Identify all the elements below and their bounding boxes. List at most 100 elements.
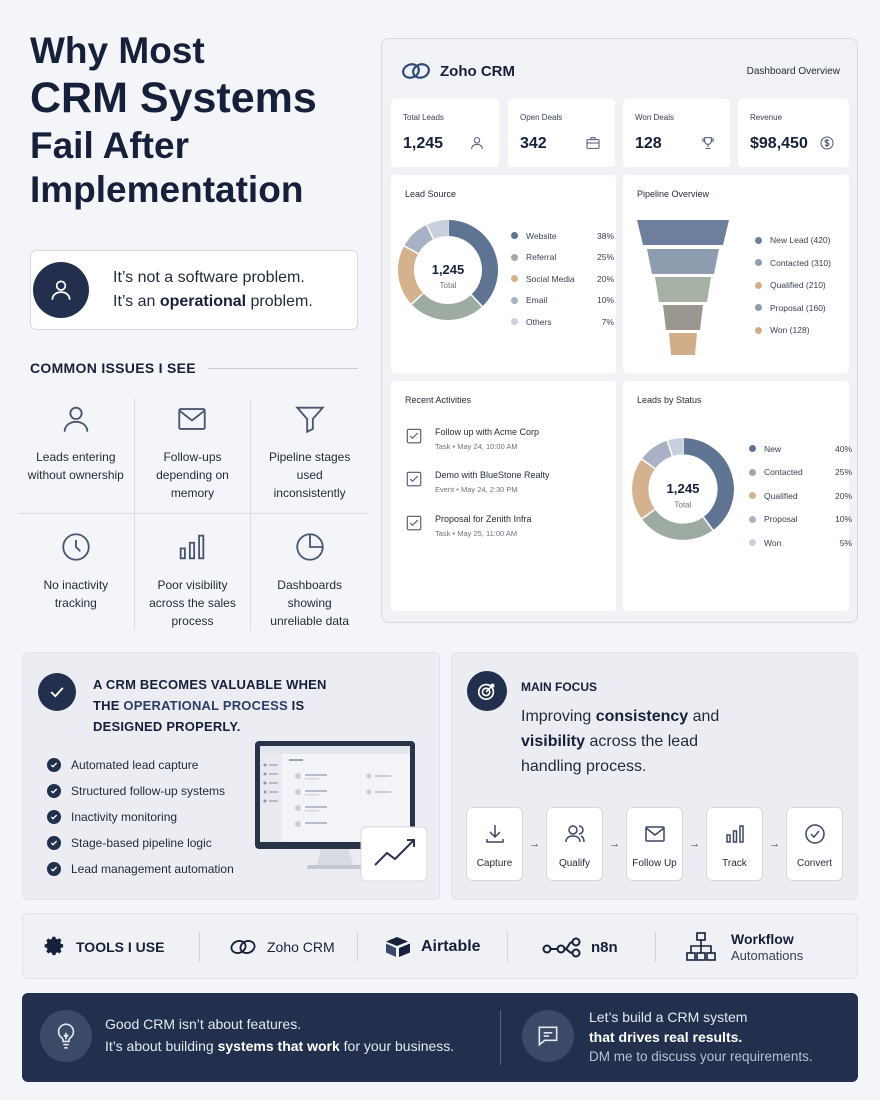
slice-separator [411, 292, 424, 305]
legend-item: Contacted 25% [749, 461, 852, 485]
panel-title: Leads by Status [637, 395, 702, 405]
chat-icon [522, 1010, 574, 1062]
donut-center-label: Total [440, 281, 457, 290]
donut-slice [682, 438, 734, 531]
user-icon [471, 137, 483, 150]
step-qualify: Qualify [546, 807, 603, 881]
donut-slice [641, 509, 713, 540]
mail-icon [644, 826, 665, 842]
panel-title: Recent Activities [405, 395, 472, 405]
donut-slice [447, 220, 498, 307]
issue-item: Follow-ups depending on memory [134, 398, 252, 514]
slice-separator [641, 508, 656, 520]
donut-slice [641, 440, 673, 470]
tools-bar: TOOLS I USE Zoho CRM Airtable n8n Workfl… [22, 913, 858, 979]
gear-icon [44, 936, 64, 956]
divider [199, 932, 200, 962]
tool-workflow-automations: Workflow Automations [685, 914, 803, 980]
issue-item: Pipeline stages used inconsistently [251, 398, 368, 514]
kpi-card: Won Deals 128 [623, 99, 730, 167]
divider [207, 367, 358, 369]
funnel-stage [647, 249, 719, 274]
legend-item: Contacted (310) [755, 252, 831, 275]
dashboard-subtitle: Dashboard Overview [746, 65, 840, 77]
dashboard-header: Zoho CRM Dashboard Overview [400, 57, 840, 85]
issue-item: Leads entering without ownership [18, 398, 135, 514]
slice-separator [426, 224, 435, 240]
check-icon [38, 673, 76, 711]
problem-statement: It’s not a software problem. It’s an ope… [30, 250, 358, 330]
tool-n8n: n8n [542, 914, 618, 980]
donut-center-value: 1,245 [666, 481, 699, 496]
funnel-stage [669, 333, 697, 355]
main-focus-section: MAIN FOCUS Improving consistency and vis… [451, 652, 858, 900]
issues-heading: COMMON ISSUES I SEE [30, 360, 358, 376]
focus-text: Improving consistency and visibility acr… [521, 708, 720, 775]
checklist-item: Automated lead capture [47, 752, 234, 778]
legend-item: Qualified 20% [749, 484, 852, 508]
check-icon [47, 810, 61, 824]
divider [507, 932, 508, 962]
legend-item: Referral 25% [511, 247, 614, 269]
footer-banner: Good CRM isn’t about features. It’s abou… [22, 993, 858, 1082]
donut-center-value: 1,245 [432, 262, 465, 277]
pipeline-panel: Pipeline Overview New Lead (420) Contact… [623, 175, 849, 373]
checklist-item: Stage-based pipeline logic [47, 830, 234, 856]
legend-item: Email 10% [511, 290, 614, 312]
slice-separator [702, 516, 714, 531]
workflow-icon [686, 932, 716, 961]
divider [357, 932, 358, 962]
donut-slice [411, 292, 483, 320]
issue-item: No inactivity tracking [18, 514, 135, 630]
brand-name: Zoho CRM [440, 62, 515, 80]
divider [655, 932, 656, 962]
check-circle-icon [804, 824, 825, 844]
activity-item[interactable]: Demo with BlueStone Realty Event • May 24… [405, 470, 550, 494]
page-title: Why Most CRM Systems Fail After Implemen… [30, 30, 370, 212]
monitor-illustration [255, 741, 428, 882]
lead-source-legend: Website 38% Referral 25% Social Media 20% E… [511, 225, 614, 333]
title-line-3: Fail After [30, 125, 189, 166]
bar-chart-icon [180, 534, 205, 560]
slice-separator [403, 245, 419, 255]
step-convert: Convert [786, 807, 843, 881]
donut-slice [404, 224, 434, 255]
legend-item: Others 7% [511, 311, 614, 333]
pipeline-legend: New Lead (420) Contacted (310) Qualified… [755, 229, 831, 342]
footer-message: Good CRM isn’t about features. It’s abou… [105, 1016, 455, 1054]
dollar-icon [820, 136, 834, 150]
airtable-logo-icon [386, 937, 410, 957]
brand: Zoho CRM [400, 61, 515, 81]
focus-label: MAIN FOCUS [521, 680, 597, 694]
legend-item: Proposal 10% [749, 508, 852, 532]
trophy-icon [702, 137, 714, 149]
arrow-icon: → [769, 838, 780, 850]
tools-heading: TOOLS I USE [43, 914, 164, 980]
valuable-heading: A CRM BECOMES VALUABLE WHEN THE OPERATIO… [93, 677, 327, 734]
checklist-item: Structured follow-up systems [47, 778, 234, 804]
leads-status-donut: 1,245 Total [632, 438, 734, 540]
process-steps: Capture → Qualify → Follow Up → Track → … [466, 807, 843, 881]
problem-line-2: It’s an operational problem. [113, 293, 313, 310]
checklist-item: Lead management automation [47, 856, 234, 882]
legend-item: New Lead (420) [755, 229, 831, 252]
briefcase-icon [586, 137, 600, 149]
pipeline-funnel [637, 220, 729, 355]
activity-item[interactable]: Follow up with Acme Corp Task • May 24, 1… [405, 427, 539, 451]
footer-cta: Let’s build a CRM system that drives rea… [589, 1009, 813, 1064]
slice-separator [666, 440, 674, 457]
arrow-icon: → [689, 838, 700, 850]
tool-zoho-crm: Zoho CRM [228, 914, 335, 980]
title-line-1: Why Most [30, 30, 205, 71]
funnel-stage [637, 220, 729, 245]
check-icon [47, 784, 61, 798]
divider [500, 1010, 501, 1065]
tool-airtable: Airtable [384, 914, 481, 980]
step-track: Track [706, 807, 763, 881]
funnel-stage [663, 305, 703, 330]
arrow-icon: → [609, 838, 620, 850]
donut-slice [398, 245, 424, 305]
kpi-card: Total Leads 1,245 [391, 99, 499, 167]
activity-item[interactable]: Proposal for Zenith Infra Task • May 25, … [405, 514, 532, 538]
n8n-logo-icon [542, 937, 581, 958]
